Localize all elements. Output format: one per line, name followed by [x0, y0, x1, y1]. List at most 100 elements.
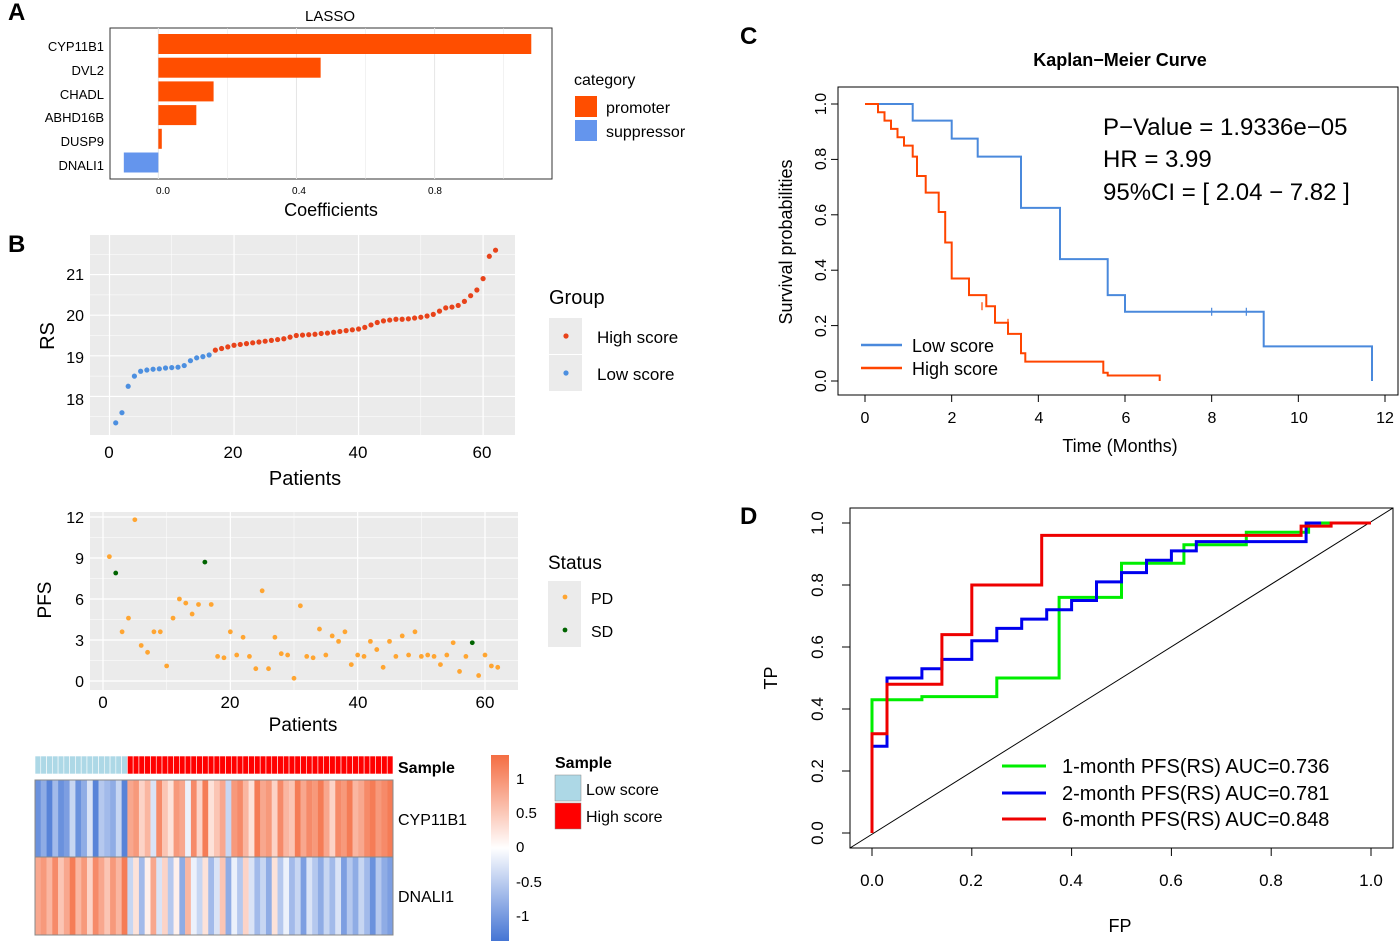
heatmap-cell-cyp11b1: [364, 780, 371, 857]
heatmap-cell-dnali1: [110, 857, 117, 935]
roc-ytick: 1.0: [808, 511, 827, 535]
rs-point: [368, 322, 374, 328]
heatmap-cell-dnali1: [294, 857, 301, 935]
gene-label-cyp11b1: CYP11B1: [48, 39, 104, 54]
pfs-point-pd: [278, 651, 284, 657]
rs-point: [212, 347, 218, 353]
heatmap-cell-cyp11b1: [277, 780, 284, 857]
rs-point: [393, 316, 399, 322]
heatmap-cell-cyp11b1: [196, 780, 203, 857]
roc-ytick: 0.4: [808, 697, 827, 721]
rs-point: [113, 420, 119, 426]
rs-point: [299, 332, 306, 338]
heatmap-cell-cyp11b1: [219, 780, 226, 857]
sample-cell: [282, 755, 290, 775]
pfs-point-pd: [272, 634, 278, 640]
rs-point: [355, 326, 362, 332]
km-ytick: 0.8: [813, 148, 830, 170]
sample-cell: [69, 755, 76, 775]
km-legend-label-low: Low score: [912, 336, 994, 356]
km-pvalue: P−Value = 1.9336e−05: [1103, 114, 1347, 141]
rs-ytick: 18: [66, 392, 84, 409]
heatmap-cell-cyp11b1: [75, 780, 82, 857]
rs-point: [268, 337, 274, 343]
km-ytick: 0.0: [813, 370, 830, 392]
heatmap-cell-dnali1: [352, 857, 359, 935]
roc-y-ticks: 0.0 0.2 0.4 0.6 0.8 1.0: [808, 511, 827, 845]
heatmap-cell-dnali1: [162, 857, 169, 935]
rs-point: [306, 332, 312, 338]
pfs-point-pd: [342, 629, 348, 635]
sample-cell: [98, 755, 105, 775]
sample-cell: [242, 755, 249, 775]
heatmap-cell-dnali1: [335, 857, 342, 935]
rs-point: [237, 341, 243, 348]
pfs-xlabel: Patients: [269, 715, 338, 736]
sample-cell: [190, 755, 197, 775]
rs-xtick: 60: [473, 443, 492, 462]
roc-ytick: 0.2: [808, 759, 827, 783]
pfs-point-pd: [189, 611, 195, 617]
heatmap-cell-dnali1: [381, 857, 388, 935]
heatmap-cell-cyp11b1: [271, 780, 278, 857]
rs-point: [387, 317, 393, 323]
sample-cell: [225, 755, 232, 775]
heatmap-cell-cyp11b1: [104, 780, 111, 857]
km-curve-high-score: [865, 103, 1161, 381]
sample-cell: [259, 755, 267, 775]
sample-cell: [386, 755, 394, 775]
heatmap-cell-dnali1: [219, 857, 226, 935]
rs-point: [461, 298, 468, 304]
heatmap-cell-cyp11b1: [98, 780, 105, 857]
pfs-point-pd: [259, 588, 265, 594]
pfs-ytick: 9: [75, 551, 84, 568]
pfs-point-pd: [221, 655, 227, 661]
pfs-y-ticks: 0 3 6 9 12: [66, 510, 84, 691]
sample-cell: [277, 755, 284, 775]
group-legend: Group High score Low score: [549, 287, 678, 391]
rs-point: [194, 355, 200, 361]
pfs-point-pd: [119, 629, 125, 635]
pfs-point-pd: [323, 652, 329, 658]
coef-bar-cyp11b1: [158, 34, 532, 54]
rs-point: [218, 345, 225, 352]
km-ytick: 0.4: [813, 259, 830, 281]
sample-cell: [213, 755, 221, 775]
km-ytick: 1.0: [813, 93, 830, 115]
heatmap-cell-cyp11b1: [133, 780, 140, 857]
km-xtick: 8: [1208, 410, 1217, 427]
pfs-point-pd: [495, 664, 501, 670]
rs-point: [156, 366, 162, 372]
heatmap-cell-dnali1: [242, 857, 249, 935]
legend-swatch-low-score: [554, 774, 582, 802]
pfs-point-pd: [215, 654, 221, 659]
heatmap-cell-dnali1: [98, 857, 105, 935]
heatmap-cell-cyp11b1: [242, 780, 249, 857]
roc-axis-ticks: [842, 522, 1372, 856]
heatmap-cell-cyp11b1: [179, 780, 186, 857]
pfs-ytick: 0: [75, 674, 84, 691]
sample-cell: [138, 755, 146, 775]
a-xtick: 0.8: [428, 186, 442, 197]
rs-gridlines: [90, 235, 515, 435]
sample-cell: [86, 755, 94, 775]
sample-cell: [34, 755, 42, 775]
heatmap-cell-cyp11b1: [167, 780, 174, 857]
heatmap-cell-dnali1: [81, 857, 88, 935]
pfs-point-pd: [425, 652, 431, 658]
heatmap-cell-cyp11b1: [300, 780, 307, 857]
sample-cell: [317, 755, 325, 775]
rs-point: [131, 373, 138, 379]
pfs-point-pd: [196, 602, 201, 607]
legend-label-pd: PD: [591, 591, 613, 608]
roc-xtick: 0.4: [1059, 871, 1083, 890]
heatmap-cell-cyp11b1: [35, 780, 41, 857]
heatmap-cell-cyp11b1: [265, 780, 272, 857]
rs-point: [231, 342, 237, 348]
gene-label-dvl2: DVL2: [71, 63, 104, 78]
heatmap-cell-dnali1: [75, 857, 82, 935]
sample-cell: [46, 755, 53, 775]
sample-cell: [103, 755, 111, 775]
rs-point: [312, 331, 318, 337]
sample-cell: [358, 755, 365, 775]
